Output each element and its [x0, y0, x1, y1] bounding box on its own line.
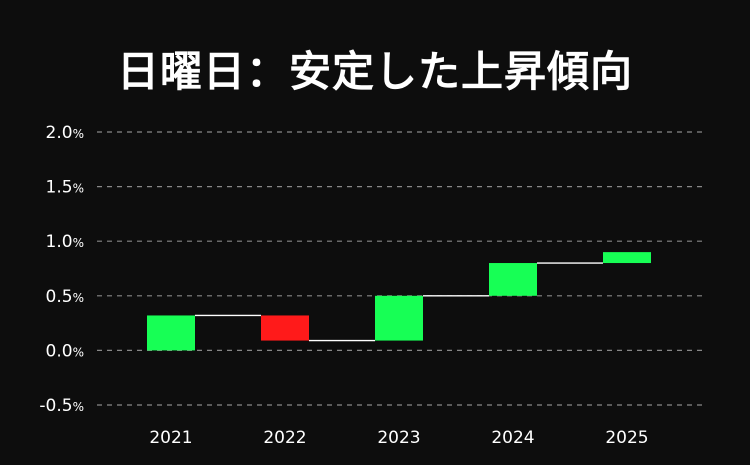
x-tick-label: 2022 — [263, 428, 306, 448]
y-tick-label: -0.5% — [39, 396, 84, 416]
y-tick-label: 1.5% — [46, 178, 84, 198]
waterfall-bar — [261, 315, 309, 341]
waterfall-bar — [375, 295, 423, 341]
y-tick-label: 2.0% — [46, 123, 84, 143]
x-tick-label: 2025 — [605, 428, 648, 448]
waterfall-bar — [147, 315, 195, 351]
chart-title: 日曜日：安定した上昇傾向 — [116, 47, 633, 96]
y-tick-label: 0.5% — [46, 287, 84, 307]
y-tick-label: 0.0% — [46, 341, 84, 361]
x-tick-label: 2024 — [491, 428, 534, 448]
waterfall-bar — [489, 263, 537, 296]
x-tick-label: 2021 — [149, 428, 192, 448]
y-tick-label: 1.0% — [46, 232, 84, 252]
waterfall-bar — [603, 252, 651, 264]
x-tick-label: 2023 — [377, 428, 420, 448]
